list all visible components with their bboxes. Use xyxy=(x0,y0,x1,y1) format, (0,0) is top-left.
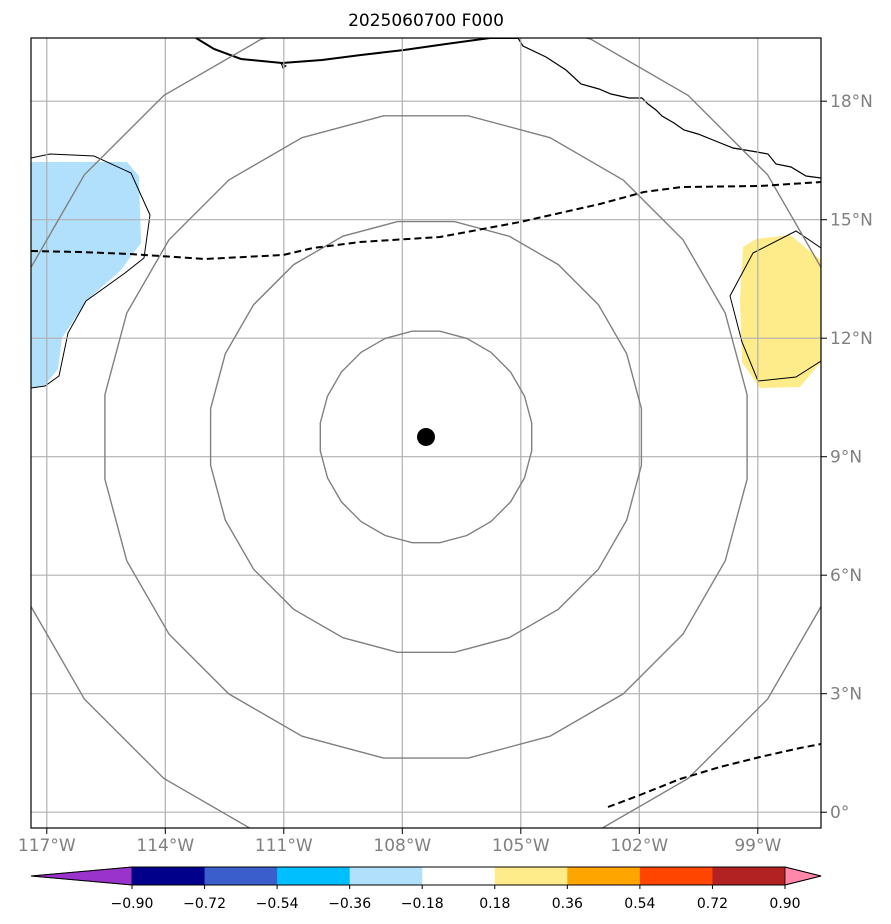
lat-tick-label: 6°N xyxy=(830,566,862,586)
lon-tick-label: 117°W xyxy=(18,836,76,856)
range-rings xyxy=(31,38,821,828)
lat-tick-label: 3°N xyxy=(830,685,862,705)
colorbar-extend-max xyxy=(784,866,822,886)
coastline-island-east xyxy=(729,230,821,382)
negative-anomaly-area xyxy=(31,162,141,388)
colorbar-segment xyxy=(349,867,423,885)
range-ring xyxy=(319,330,533,544)
coastline-north xyxy=(195,38,518,65)
colorbar-tick-label: 0.90 xyxy=(769,896,800,912)
longitude-axis: 117°W 114°W 111°W 108°W 105°W 102°W 99°W xyxy=(18,828,781,856)
dashed-contour-south xyxy=(607,743,821,808)
colorbar-segment xyxy=(712,867,786,885)
colorbar-segment xyxy=(132,867,206,885)
colorbar xyxy=(30,866,822,886)
coastline-northeast xyxy=(517,38,821,179)
map-panel xyxy=(31,38,821,828)
colorbar-tick-label: 0.72 xyxy=(697,896,728,912)
graticule xyxy=(31,38,821,828)
lon-tick-label: 114°W xyxy=(136,836,194,856)
lat-tick-label: 9°N xyxy=(830,448,862,468)
colorbar-tick-label: −0.72 xyxy=(183,896,226,912)
lon-tick-label: 111°W xyxy=(255,836,313,856)
colorbar-tick-label: 0.54 xyxy=(624,896,655,912)
lat-tick-label: 0° xyxy=(830,803,849,823)
colorbar-segment xyxy=(422,867,496,885)
lon-tick-label: 108°W xyxy=(373,836,431,856)
positive-anomaly-area xyxy=(740,235,821,388)
storm-center-marker xyxy=(417,427,435,446)
lon-tick-label: 99°W xyxy=(734,836,781,856)
lat-tick-label: 12°N xyxy=(830,329,873,349)
range-ring xyxy=(104,115,748,759)
colorbar-segment xyxy=(639,867,713,885)
colorbar-labels: −0.90 −0.72 −0.54 −0.36 −0.18 0.18 0.36 0.54 0.7… xyxy=(111,885,801,912)
colorbar-tick-label: −0.90 xyxy=(111,896,154,912)
colorbar-segment xyxy=(494,867,568,885)
colorbar-segment xyxy=(277,867,351,885)
colorbar-segment xyxy=(567,867,641,885)
map-frame xyxy=(30,37,822,829)
coastline-island-west xyxy=(31,153,151,389)
colorbar-tick-label: 0.18 xyxy=(479,896,510,912)
figure-title: 2025060700 F000 xyxy=(348,11,504,31)
lon-tick-label: 105°W xyxy=(492,836,550,856)
lat-tick-label: 18°N xyxy=(830,92,873,112)
colorbar-extend-min xyxy=(30,866,133,886)
range-ring xyxy=(31,38,821,828)
colorbar-tick-label: 0.36 xyxy=(552,896,583,912)
latitude-axis: 0° 3°N 6°N 9°N 12°N 15°N 18°N xyxy=(821,92,873,823)
lat-tick-label: 15°N xyxy=(830,211,873,231)
colorbar-segment xyxy=(204,867,278,885)
colorbar-tick-label: −0.18 xyxy=(401,896,444,912)
dashed-contour-north xyxy=(31,181,821,261)
colorbar-tick-label: −0.54 xyxy=(256,896,299,912)
lon-tick-label: 102°W xyxy=(610,836,668,856)
colorbar-tick-label: −0.36 xyxy=(328,896,371,912)
range-ring xyxy=(209,220,643,653)
